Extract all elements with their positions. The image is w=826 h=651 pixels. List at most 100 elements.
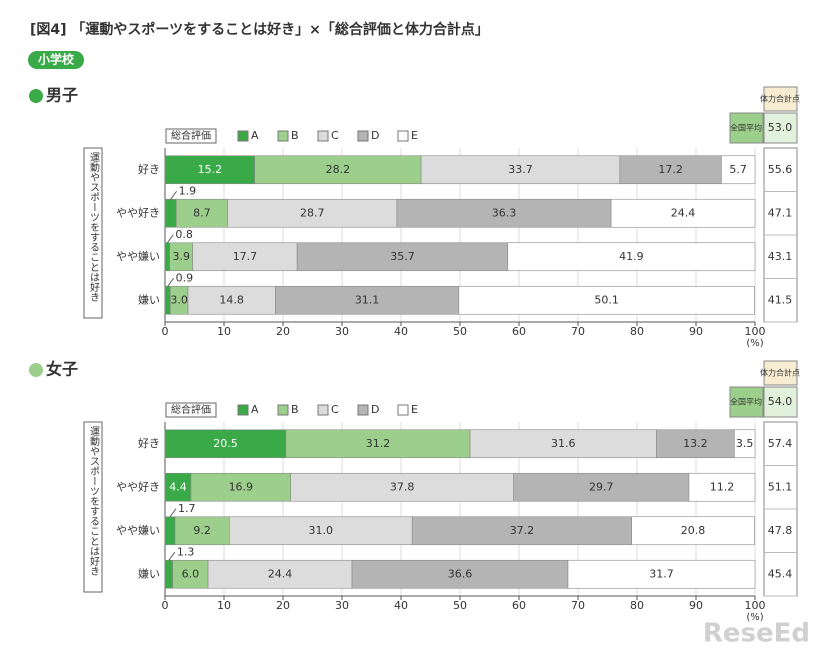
x-tick-label: 50 xyxy=(453,599,467,612)
bar-segment xyxy=(631,516,755,546)
x-tick-label: 60 xyxy=(512,599,526,612)
value-label: 8.7 xyxy=(193,206,211,219)
value-label: 20.5 xyxy=(213,437,238,450)
legend-swatch xyxy=(237,130,249,142)
score-header-bg xyxy=(763,360,798,386)
legend-label: E xyxy=(411,129,418,142)
x-tick-label: 20 xyxy=(276,599,290,612)
x-tick-label: 60 xyxy=(512,325,526,338)
legend-swatch xyxy=(237,404,249,416)
value-label: 37.2 xyxy=(510,524,535,537)
watermark: ReseEd xyxy=(703,619,810,649)
bar-segment xyxy=(187,285,276,315)
national-label: 全国平均 xyxy=(730,397,762,407)
score: 55.6 xyxy=(768,163,793,176)
value-label: 6.0 xyxy=(182,567,200,580)
national-value-bg xyxy=(763,386,798,418)
category-label: 嫌い xyxy=(138,292,160,306)
bar-segment xyxy=(411,516,632,546)
value-label: 15.2 xyxy=(198,163,223,176)
bar-segment xyxy=(190,472,291,502)
bar-segment xyxy=(656,429,735,459)
title-dot xyxy=(29,89,43,103)
legend-swatch xyxy=(397,404,409,416)
category-label: 嫌い xyxy=(138,566,160,580)
x-tick-label: 10 xyxy=(217,325,231,338)
legend-label: C xyxy=(331,129,339,142)
bar-segment xyxy=(351,559,569,589)
value-label: 17.7 xyxy=(233,250,258,263)
x-tick-label: 90 xyxy=(689,599,703,612)
legend-swatch xyxy=(357,404,369,416)
category-label: やや嫌い xyxy=(116,249,160,263)
score: 57.4 xyxy=(768,437,793,450)
x-unit: (%) xyxy=(746,612,763,623)
bar-segment xyxy=(164,472,192,502)
x-tick-label: 30 xyxy=(335,599,349,612)
value-label: 16.9 xyxy=(229,480,254,493)
x-tick-label: 20 xyxy=(276,325,290,338)
legend-swatch xyxy=(277,404,289,416)
bar-segment xyxy=(513,472,690,502)
x-tick-label: 80 xyxy=(630,325,644,338)
score: 51.1 xyxy=(768,480,793,493)
value-label: 24.4 xyxy=(268,567,293,580)
legend-frame xyxy=(165,402,217,418)
value-label: 28.7 xyxy=(300,206,325,219)
chart-title: 男子 xyxy=(46,86,78,105)
value-label: 1.3 xyxy=(177,545,195,558)
value-label: 36.6 xyxy=(448,567,473,580)
bar-segment xyxy=(396,198,612,228)
bar-segment xyxy=(192,242,298,272)
legend-frame xyxy=(165,128,217,144)
legend-label: D xyxy=(371,129,379,142)
leader-line xyxy=(168,551,176,561)
value-label: 0.8 xyxy=(175,228,193,241)
leader-line xyxy=(169,508,177,518)
y-axis-label: 運動やスポーツをすることは好き xyxy=(88,426,100,576)
value-label: 14.8 xyxy=(219,293,244,306)
score-header: 体力合計点 xyxy=(760,94,800,104)
x-tick-label: 30 xyxy=(335,325,349,338)
national-bg xyxy=(729,386,764,418)
bar-segment xyxy=(458,285,755,315)
bar-segment xyxy=(734,429,756,459)
bar-segment xyxy=(290,472,514,502)
value-label: 3.5 xyxy=(736,437,754,450)
value-label: 20.8 xyxy=(681,524,706,537)
value-label: 17.2 xyxy=(658,163,683,176)
x-tick-label: 100 xyxy=(745,599,766,612)
legend-label: A xyxy=(251,403,259,416)
x-tick-label: 90 xyxy=(689,325,703,338)
legend-swatch xyxy=(317,130,329,142)
national-value-bg xyxy=(763,112,798,144)
score-header: 体力合計点 xyxy=(760,368,800,378)
value-label: 28.2 xyxy=(326,163,351,176)
leader-line xyxy=(170,190,178,200)
x-tick-label: 0 xyxy=(162,599,169,612)
value-label: 31.2 xyxy=(366,437,391,450)
category-label: 好き xyxy=(138,162,160,176)
category-label: 好き xyxy=(138,436,160,450)
bar-segment xyxy=(721,155,756,185)
bar-segment xyxy=(619,155,722,185)
value-label: 31.1 xyxy=(355,293,380,306)
y-label-frame xyxy=(83,421,103,593)
value-label: 31.0 xyxy=(309,524,334,537)
x-tick-label: 40 xyxy=(394,599,408,612)
value-label: 3.0 xyxy=(170,293,188,306)
bar-segment xyxy=(164,242,171,272)
score: 43.1 xyxy=(768,250,793,263)
value-label: 3.9 xyxy=(172,250,190,263)
value-label: 50.1 xyxy=(594,293,619,306)
value-label: 33.7 xyxy=(508,163,533,176)
bar-segment xyxy=(610,198,756,228)
category-label: やや好き xyxy=(116,205,160,219)
bar-segment xyxy=(174,516,230,546)
value-label: 31.7 xyxy=(649,567,674,580)
category-label: やや嫌い xyxy=(116,523,160,537)
legend-label: E xyxy=(411,403,418,416)
x-unit: (%) xyxy=(746,338,763,349)
